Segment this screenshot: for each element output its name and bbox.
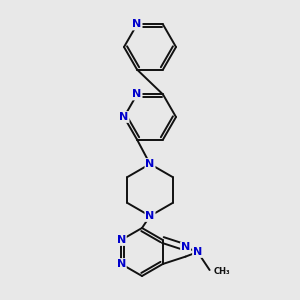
Text: N: N	[119, 112, 129, 122]
Text: N: N	[146, 211, 154, 221]
Text: N: N	[181, 242, 190, 252]
Text: CH₃: CH₃	[214, 268, 230, 277]
Text: N: N	[146, 159, 154, 169]
Text: N: N	[117, 259, 126, 269]
Text: N: N	[132, 89, 142, 100]
Text: N: N	[193, 247, 202, 257]
Text: N: N	[117, 235, 126, 245]
Text: N: N	[132, 20, 142, 29]
